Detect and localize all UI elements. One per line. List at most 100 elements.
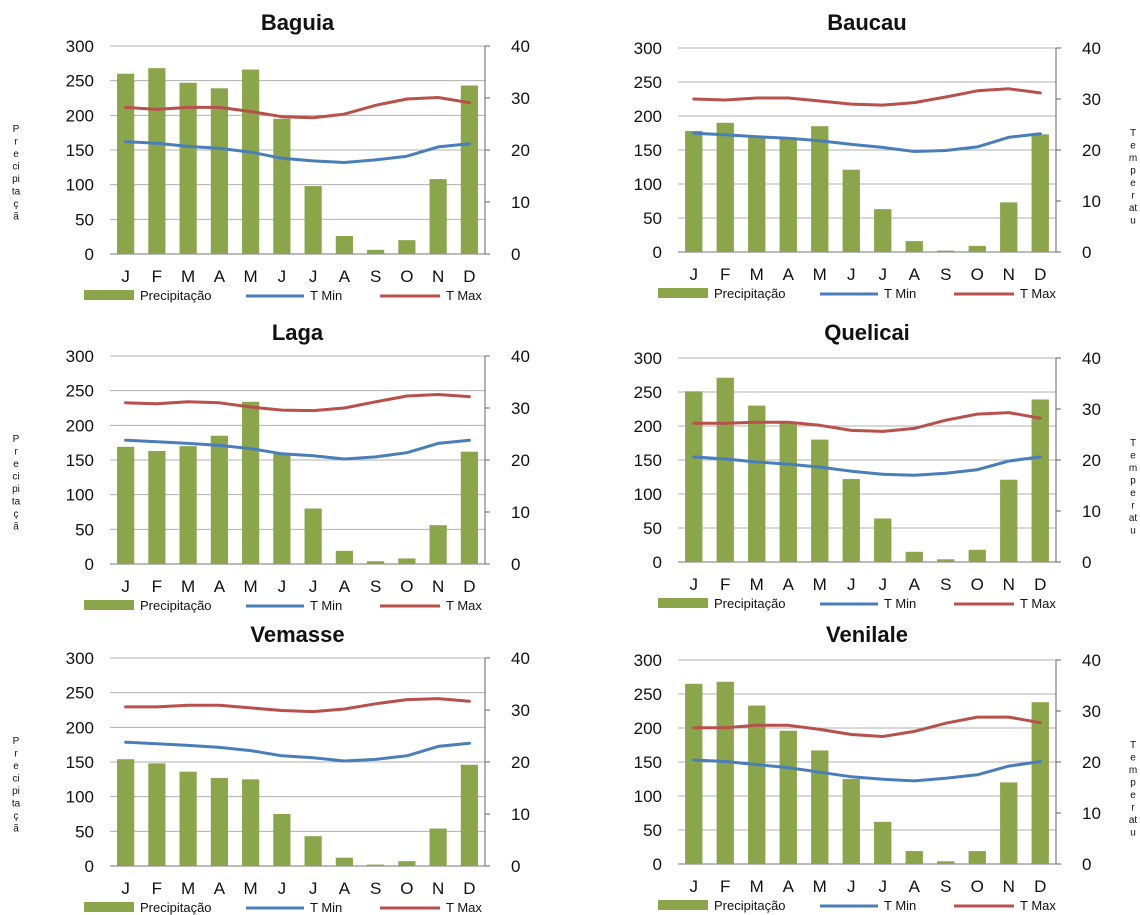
month-label: J [879, 877, 888, 896]
precipitation-bar [273, 453, 291, 564]
month-label: N [1003, 877, 1015, 896]
legend-tmax-label: T Max [1020, 286, 1056, 301]
month-label: J [309, 879, 318, 898]
precipitation-bar [367, 249, 385, 254]
tmax-line [692, 715, 1042, 738]
precipitation-bar [1031, 702, 1049, 864]
month-label: F [152, 879, 162, 898]
left-axis-tick-label: 50 [643, 821, 662, 840]
precipitation-bar [937, 861, 955, 864]
month-label: S [370, 577, 381, 596]
month-label: J [690, 265, 699, 284]
precipitation-bar [242, 401, 260, 564]
precipitation-bar [1000, 479, 1018, 562]
precipitation-bar [874, 209, 892, 252]
month-label: A [783, 575, 795, 594]
left-axis-tick-label: 0 [85, 245, 94, 264]
left-axis-tick-label: 200 [66, 416, 94, 435]
right-axis-tick-label: 40 [1082, 39, 1101, 58]
right-axis-tick-label: 0 [1082, 243, 1091, 262]
month-label: A [339, 267, 351, 286]
month-label: M [813, 265, 827, 284]
precipitation-bar [968, 851, 986, 864]
tmax-line [124, 697, 471, 714]
month-label: M [750, 575, 764, 594]
left-axis-tick-label: 0 [653, 855, 662, 874]
month-label: M [244, 879, 258, 898]
left-axis-tick-label: 150 [66, 451, 94, 470]
month-label: A [214, 577, 226, 596]
precipitation-bar [842, 779, 860, 864]
legend-tmax-label: T Max [446, 288, 482, 303]
legend-precipitation-swatch [658, 598, 708, 608]
right-axis-tick-label: 40 [511, 37, 530, 56]
precipitation-bar [748, 136, 766, 252]
precipitation-bar [398, 861, 416, 866]
chart-title: Quelicai [824, 320, 910, 345]
legend-precipitation-swatch [84, 290, 134, 300]
left-axis-tick-label: 50 [75, 520, 94, 539]
right-axis-tick-label: 30 [1082, 702, 1101, 721]
month-label: J [879, 265, 888, 284]
month-label: A [339, 577, 351, 596]
right-axis-tick-label: 20 [511, 451, 530, 470]
month-label: F [720, 265, 730, 284]
right-axis-tick-label: 0 [511, 245, 520, 264]
right-axis-tick-label: 40 [1082, 349, 1101, 368]
precipitation-bar [148, 450, 166, 564]
legend-precipitation-label: Precipitação [714, 596, 786, 611]
month-label: J [690, 877, 699, 896]
precipitation-bar [335, 235, 353, 254]
precipitation-bar [460, 451, 478, 564]
month-label: S [940, 575, 951, 594]
right-axis-tick-label: 10 [511, 193, 530, 212]
legend-tmin-label: T Min [310, 598, 342, 613]
legend-tmax-label: T Max [1020, 596, 1056, 611]
month-label: D [463, 267, 475, 286]
right-axis-tick-label: 40 [1082, 651, 1101, 670]
precipitation-bar [179, 82, 197, 254]
precipitation-bar [1000, 202, 1018, 252]
tmax-line [124, 96, 471, 120]
right-axis-tick-label: 40 [511, 649, 530, 668]
tmin-line [124, 438, 471, 461]
month-label: J [309, 267, 318, 286]
month-label: A [909, 575, 921, 594]
left-axis-tick-label: 300 [66, 37, 94, 56]
precipitation-bar [811, 439, 829, 562]
right-axis-tick-label: 20 [511, 753, 530, 772]
precipitation-bar [210, 777, 228, 866]
tmax-line [692, 87, 1042, 107]
tmin-line [124, 740, 471, 763]
month-label: M [813, 877, 827, 896]
left-axis-tick-label: 100 [634, 485, 662, 504]
left-axis-tick-label: 0 [653, 553, 662, 572]
month-label: N [432, 267, 444, 286]
month-label: A [909, 877, 921, 896]
month-label: N [432, 577, 444, 596]
precipitation-bar [685, 683, 703, 864]
left-axis-tick-label: 100 [66, 788, 94, 807]
month-label: D [1034, 575, 1046, 594]
legend-tmin-label: T Min [310, 288, 342, 303]
month-label: O [400, 879, 413, 898]
legend-precipitation-swatch [84, 600, 134, 610]
month-label: O [400, 577, 413, 596]
legend-precipitation-swatch [658, 900, 708, 910]
left-axis-tick-label: 200 [66, 718, 94, 737]
right-axis-tick-label: 10 [1082, 192, 1101, 211]
precipitation-bar [242, 779, 260, 866]
legend-precipitation-label: Precipitação [714, 286, 786, 301]
month-label: N [432, 879, 444, 898]
precipitation-bar [1031, 134, 1049, 252]
left-axis-tick-label: 250 [66, 382, 94, 401]
precipitation-bar [367, 864, 385, 866]
precipitation-bar [273, 814, 291, 866]
legend-tmin-label: T Min [884, 286, 916, 301]
left-axis-tick-label: 250 [634, 73, 662, 92]
